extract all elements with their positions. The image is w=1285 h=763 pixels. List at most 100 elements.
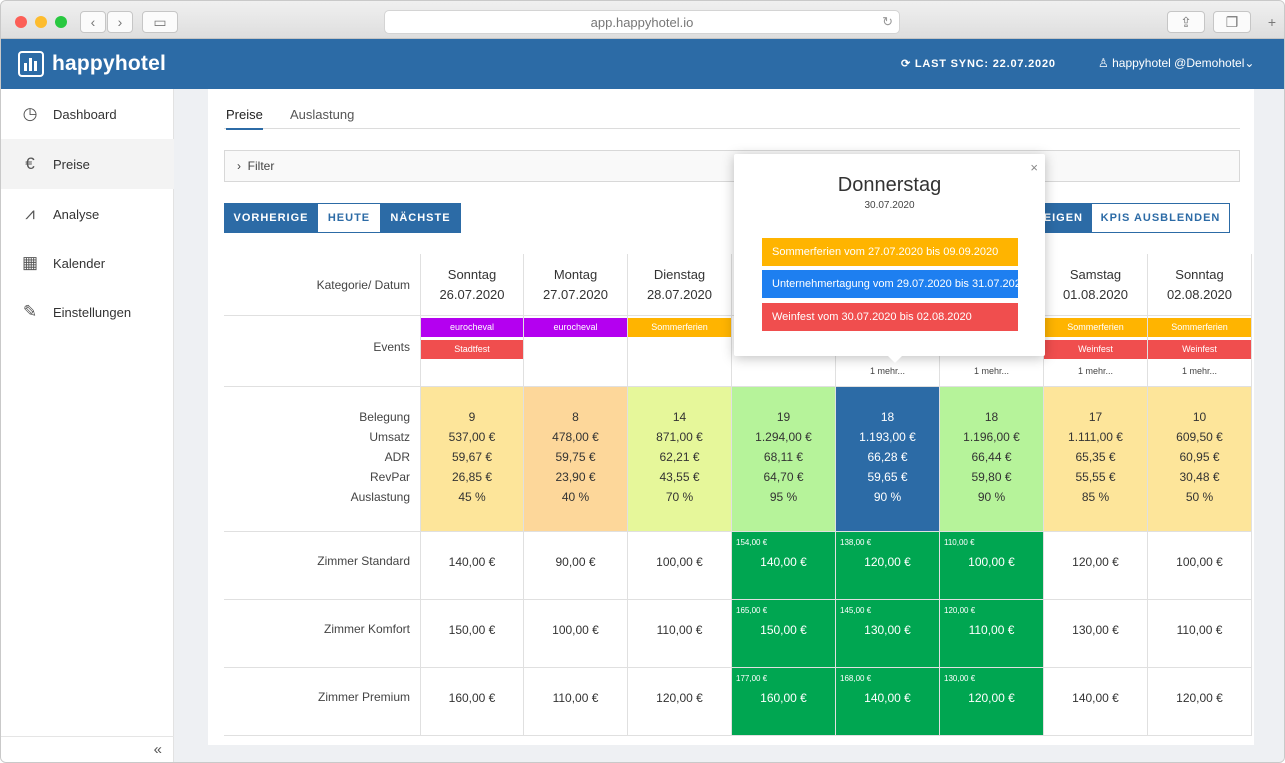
event-badge[interactable]: Weinfest xyxy=(1148,340,1251,359)
sidebar-toggle-icon[interactable]: ▭ xyxy=(142,11,178,33)
room-price-cell[interactable]: 120,00 € xyxy=(1148,668,1252,736)
previous-button[interactable]: VORHERIGE xyxy=(224,203,318,233)
hide-kpis-button[interactable]: KPIS AUSBLENDEN xyxy=(1091,203,1230,233)
day-header[interactable]: Montag 27.07.2020 xyxy=(524,254,628,316)
reload-icon[interactable]: ↻ xyxy=(882,14,893,29)
day-header[interactable]: Dienstag 28.07.2020 xyxy=(628,254,732,316)
room-price-cell[interactable]: 160,00 € xyxy=(420,668,524,736)
room-price: 120,00 € xyxy=(1176,691,1223,705)
address-bar[interactable]: app.happyhotel.io ↻ xyxy=(384,10,900,34)
tab-auslastung[interactable]: Auslastung xyxy=(290,107,355,122)
filter-label: Filter xyxy=(247,159,275,173)
user-menu[interactable]: ♙ happyhotel @Demohotel⌄ xyxy=(1098,56,1254,70)
kpi-value: 26,85 € xyxy=(451,470,493,484)
close-icon[interactable]: × xyxy=(1030,160,1038,175)
day-header[interactable]: Sonntag 26.07.2020 xyxy=(420,254,524,316)
sidebar-item-kalender[interactable]: ▦ Kalender xyxy=(1,238,174,288)
room-price-cell[interactable]: 130,00 € 120,00 € xyxy=(940,668,1044,736)
sidebar-item-einstellungen[interactable]: ✎ Einstellungen xyxy=(1,287,174,337)
more-events-link[interactable]: 1 mehr... xyxy=(869,366,905,376)
room-price-cell[interactable]: 120,00 € 110,00 € xyxy=(940,600,1044,668)
room-price-cell[interactable]: 110,00 € xyxy=(1148,600,1252,668)
kpi-value: 85 % xyxy=(1081,490,1110,504)
day-header[interactable]: Samstag 01.08.2020 xyxy=(1044,254,1148,316)
more-events-link[interactable]: 1 mehr... xyxy=(1181,366,1217,376)
room-price-cell[interactable]: 165,00 € 150,00 € xyxy=(732,600,836,668)
event-badge[interactable]: Sommerferien xyxy=(628,318,731,337)
room-price-cell[interactable]: 110,00 € 100,00 € xyxy=(940,532,1044,600)
sidebar-item-label: Einstellungen xyxy=(53,304,132,320)
kpi-value: 65,35 € xyxy=(1075,450,1116,464)
user-icon: ♙ xyxy=(1098,56,1109,70)
kpi-value: 8 xyxy=(572,410,579,424)
day-header[interactable]: Sonntag 02.08.2020 xyxy=(1148,254,1252,316)
room-price-cell[interactable]: 140,00 € xyxy=(1044,668,1148,736)
back-icon[interactable]: ‹ xyxy=(80,11,106,33)
close-window-icon[interactable] xyxy=(15,16,27,28)
kpi-cell[interactable]: 10 609,50 € 60,95 € 30,48 € 50 % xyxy=(1148,387,1252,532)
share-icon[interactable]: ⇪ xyxy=(1167,11,1205,33)
sidebar-item-preise[interactable]: € Preise xyxy=(1,139,174,189)
kpi-cell[interactable]: 14 871,00 € 62,21 € 43,55 € 70 % xyxy=(628,387,732,532)
more-events-link[interactable]: 1 mehr... xyxy=(973,366,1009,376)
room-price-cell[interactable]: 150,00 € xyxy=(420,600,524,668)
kpi-cell[interactable]: 17 1.111,00 € 65,35 € 55,55 € 85 % xyxy=(1044,387,1148,532)
events-label: Events xyxy=(224,316,420,387)
room-price-cell[interactable]: 100,00 € xyxy=(1148,532,1252,600)
room-price: 120,00 € xyxy=(968,691,1015,705)
room-price-cell[interactable]: 110,00 € xyxy=(628,600,732,668)
show-kpis-button[interactable]: EIGEN xyxy=(1044,203,1092,233)
room-price-cell[interactable]: 110,00 € xyxy=(524,668,628,736)
kpi-value: 23,90 € xyxy=(555,470,596,484)
today-button[interactable]: HEUTE xyxy=(317,203,381,233)
content-panel: Preise Auslastung › Filter VORHERIGE HEU… xyxy=(208,89,1254,745)
popover-event[interactable]: Sommerferien vom 27.07.2020 bis 09.09.20… xyxy=(762,238,1018,266)
tab-preise[interactable]: Preise xyxy=(226,107,263,130)
more-events-link[interactable]: 1 mehr... xyxy=(1077,366,1113,376)
collapse-sidebar-button[interactable]: « xyxy=(1,736,174,762)
kpi-value: 59,67 € xyxy=(451,450,493,464)
popover-event[interactable]: Unternehmertagung vom 29.07.2020 bis 31.… xyxy=(762,270,1018,298)
event-badge[interactable]: eurocheval xyxy=(421,318,523,337)
kpi-value: 95 % xyxy=(769,490,798,504)
tabs-overview-icon[interactable]: ❐ xyxy=(1213,11,1251,33)
room-price-cell[interactable]: 90,00 € xyxy=(524,532,628,600)
event-badge[interactable]: Stadtfest xyxy=(421,340,523,359)
kpi-cell[interactable]: 8 478,00 € 59,75 € 23,90 € 40 % xyxy=(524,387,628,532)
event-badge[interactable]: eurocheval xyxy=(524,318,627,337)
room-price: 120,00 € xyxy=(864,555,911,569)
forward-icon[interactable]: › xyxy=(107,11,133,33)
room-price-cell[interactable]: 168,00 € 140,00 € xyxy=(836,668,940,736)
minimize-window-icon[interactable] xyxy=(35,16,47,28)
sidebar-item-dashboard[interactable]: ◷ Dashboard xyxy=(1,89,174,139)
room-price-cell[interactable]: 120,00 € xyxy=(1044,532,1148,600)
kpi-cell[interactable]: 9 537,00 € 59,67 € 26,85 € 45 % xyxy=(420,387,524,532)
room-price: 100,00 € xyxy=(968,555,1015,569)
kpi-cell[interactable]: 18 1.196,00 € 66,44 € 59,80 € 90 % xyxy=(940,387,1044,532)
kpi-cell[interactable]: 19 1.294,00 € 68,11 € 64,70 € 95 % xyxy=(732,387,836,532)
event-badge[interactable]: Sommerferien xyxy=(1044,318,1147,337)
event-badge[interactable]: Weinfest xyxy=(1044,340,1147,359)
room-price-cell[interactable]: 100,00 € xyxy=(628,532,732,600)
room-price-cell[interactable]: 120,00 € xyxy=(628,668,732,736)
wrench-icon: ✎ xyxy=(22,302,38,321)
room-price-cell[interactable]: 138,00 € 120,00 € xyxy=(836,532,940,600)
next-button[interactable]: NÄCHSTE xyxy=(380,203,461,233)
filter-panel[interactable]: › Filter xyxy=(224,150,1240,182)
room-price-cell[interactable]: 154,00 € 140,00 € xyxy=(732,532,836,600)
room-price-cell[interactable]: 145,00 € 130,00 € xyxy=(836,600,940,668)
tab-bar: Preise Auslastung xyxy=(224,107,1240,130)
room-price-cell[interactable]: 100,00 € xyxy=(524,600,628,668)
maximize-window-icon[interactable] xyxy=(55,16,67,28)
sync-status[interactable]: ⟳ LAST SYNC: 22.07.2020 xyxy=(901,57,1056,70)
logo[interactable]: happyhotel xyxy=(18,51,166,77)
room-price-cell[interactable]: 130,00 € xyxy=(1044,600,1148,668)
new-tab-icon[interactable]: + xyxy=(1267,14,1277,30)
room-price-cell[interactable]: 177,00 € 160,00 € xyxy=(732,668,836,736)
room-price-cell[interactable]: 140,00 € xyxy=(420,532,524,600)
sidebar-item-analyse[interactable]: ⩘ Analyse xyxy=(1,189,174,239)
kpi-cell[interactable]: 18 1.193,00 € 66,28 € 59,65 € 90 % xyxy=(836,387,940,532)
event-badge[interactable]: Sommerferien xyxy=(1148,318,1251,337)
popover-event[interactable]: Weinfest vom 30.07.2020 bis 02.08.2020 xyxy=(762,303,1018,331)
kpi-value: 1.196,00 € xyxy=(963,430,1020,444)
